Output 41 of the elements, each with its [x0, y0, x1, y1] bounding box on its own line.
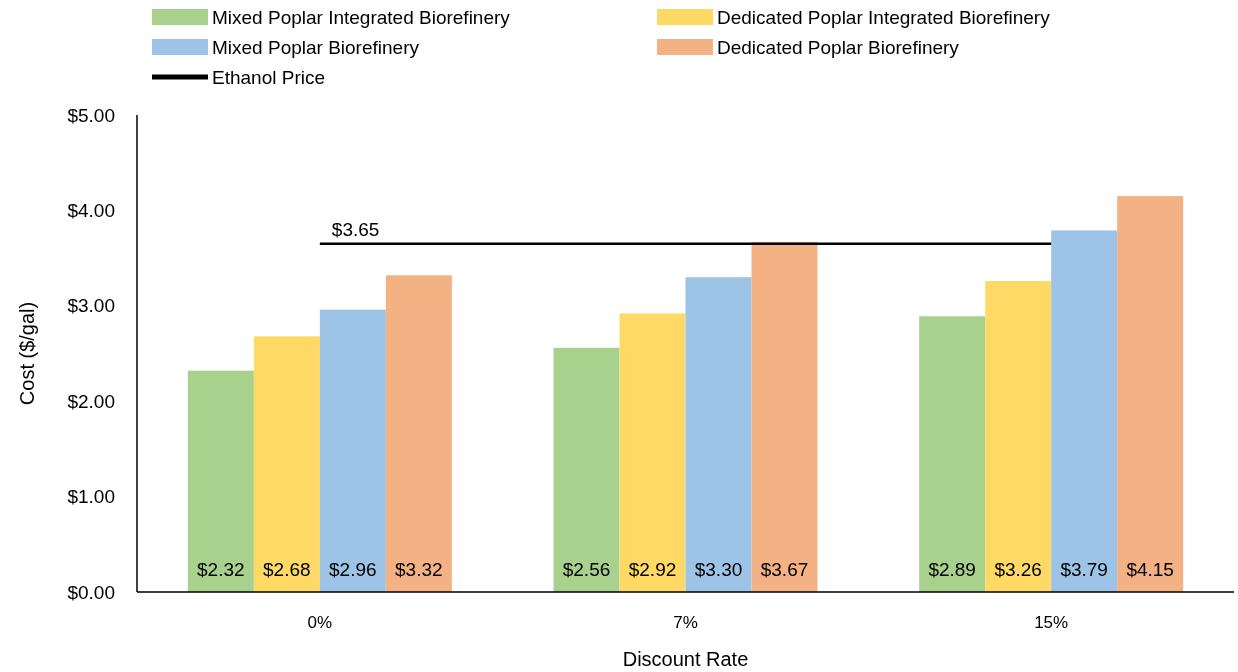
annotation: $3.65 [331, 218, 380, 240]
data-label: $3.79 [1060, 559, 1108, 580]
y-tick-label: $1.00 [67, 486, 115, 508]
bar [553, 347, 620, 592]
data-label: $3.26 [994, 559, 1042, 580]
x-tick-label: 7% [673, 613, 698, 632]
y-axis-title: Cost ($/gal) [16, 301, 38, 406]
legend-label: Dedicated Poplar Integrated Biorefinery [717, 6, 1051, 28]
legend-label: Ethanol Price [212, 66, 326, 88]
y-tick-label: $0.00 [67, 581, 115, 603]
legend-label: Mixed Poplar Integrated Biorefinery [212, 6, 511, 28]
bar [319, 309, 386, 592]
data-label: $2.96 [329, 559, 377, 580]
data-label: $4.15 [1126, 559, 1174, 580]
data-label: $2.68 [263, 559, 311, 580]
y-tick-label: $5.00 [67, 104, 115, 126]
bar [751, 241, 818, 592]
x-axis-title: Discount Rate [622, 648, 749, 670]
bar [919, 316, 986, 592]
data-label: $3.32 [395, 559, 443, 580]
data-label: $2.89 [928, 559, 976, 580]
data-label: $3.67 [760, 559, 809, 580]
bar [685, 277, 752, 592]
legend-label: Mixed Poplar Biorefinery [212, 36, 420, 58]
data-label: $2.92 [628, 559, 677, 580]
x-tick-label: 0% [307, 613, 333, 632]
bar [1117, 196, 1184, 592]
data-label: $3.30 [694, 559, 743, 580]
data-label: $2.56 [562, 559, 611, 580]
legend-label: Dedicated Poplar Biorefinery [717, 36, 960, 58]
bar [187, 370, 254, 592]
bar [253, 336, 320, 592]
y-tick-label: $2.00 [67, 390, 115, 412]
x-tick-label: 15% [1034, 613, 1069, 632]
bar [1051, 230, 1118, 592]
y-tick-label: $3.00 [67, 295, 115, 317]
y-tick-label: $4.00 [67, 200, 115, 222]
bar [385, 275, 452, 592]
data-label: $2.32 [197, 559, 245, 580]
bar [985, 281, 1052, 592]
bar [619, 313, 686, 592]
